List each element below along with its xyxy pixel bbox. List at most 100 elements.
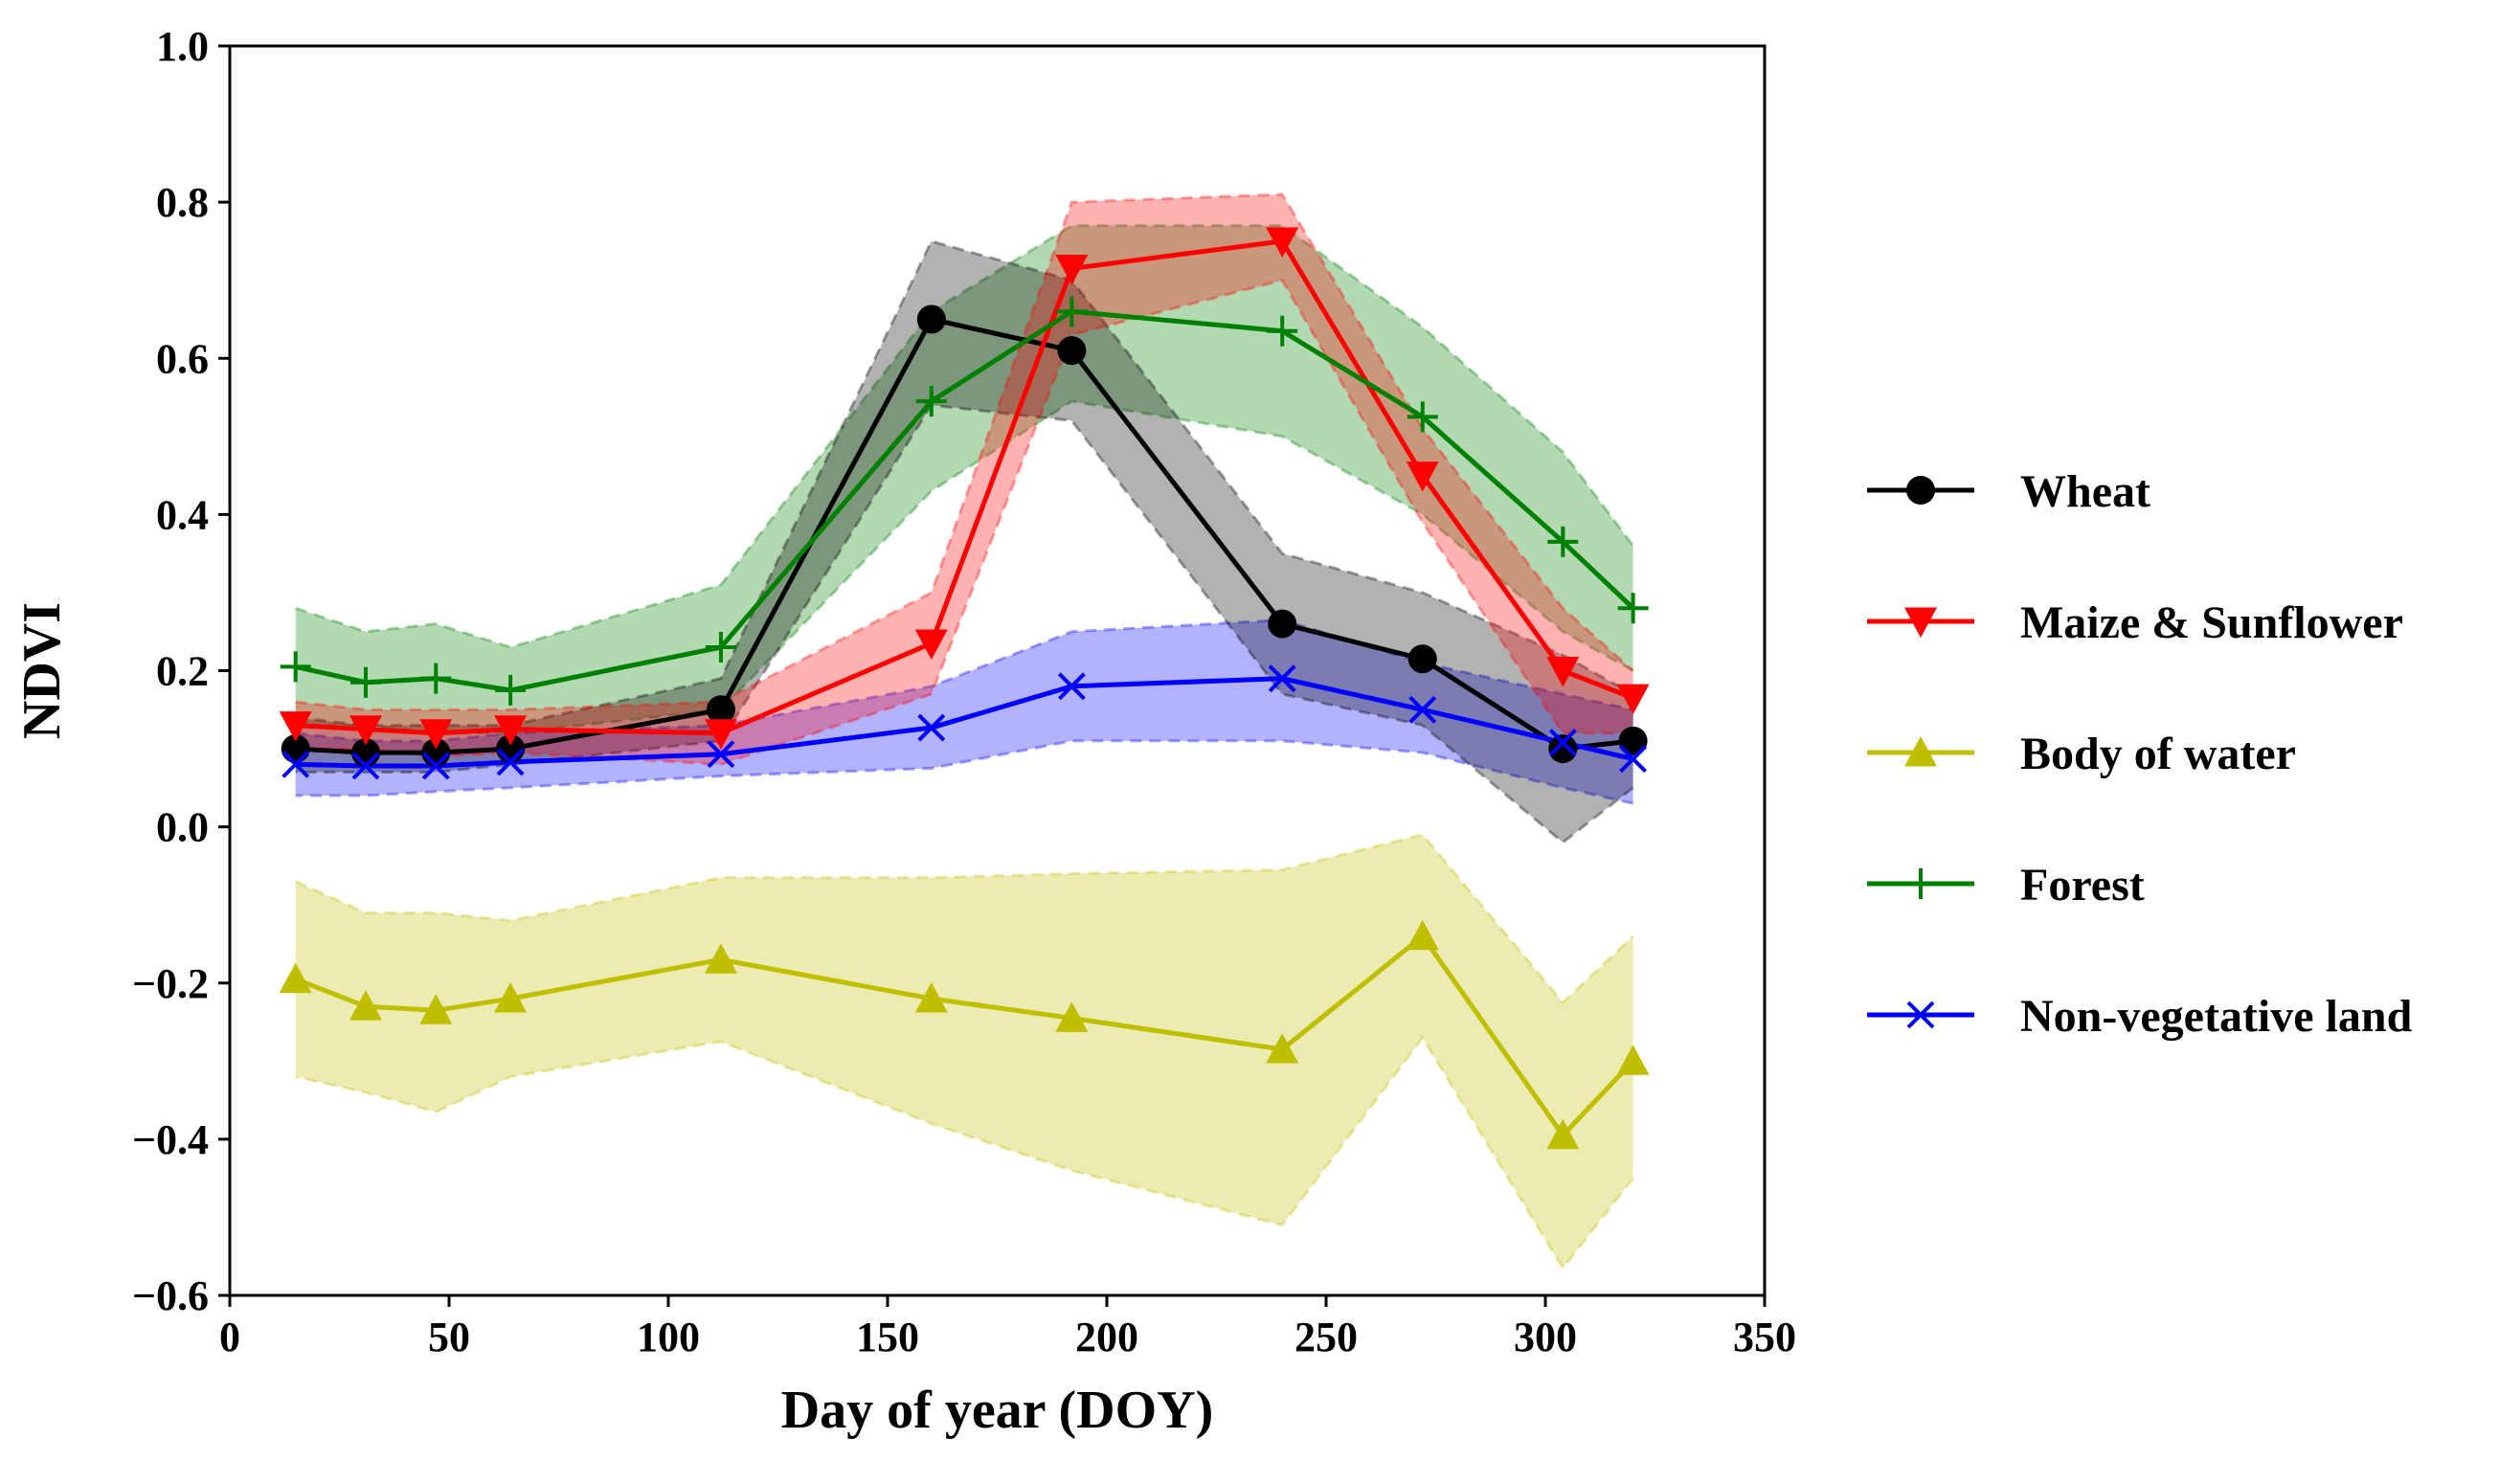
y-tick-label: 0.6 — [156, 335, 209, 382]
point-wheat — [916, 304, 946, 334]
point-maize-sunflower — [1266, 227, 1299, 258]
x-tick-label: 350 — [1733, 1314, 1796, 1360]
band-lower-edge — [295, 278, 1633, 766]
point-maize-sunflower — [1546, 657, 1580, 687]
y-tick-label: 0.4 — [156, 491, 209, 538]
legend-label: Forest — [2020, 860, 2145, 911]
point-non-vegetative-land — [1619, 745, 1648, 774]
x-tick-label: 250 — [1295, 1314, 1358, 1360]
point-non-vegetative-land — [1268, 664, 1296, 693]
band-body-of-water — [295, 834, 1633, 1269]
point-maize-sunflower — [914, 629, 948, 660]
legend-item-non-vegetative-land: Non-vegetative land — [1867, 991, 2413, 1042]
point-forest — [705, 632, 736, 663]
band-lower-edge — [295, 1035, 1634, 1271]
y-tick-label: −0.4 — [132, 1116, 209, 1163]
point-maize-sunflower — [494, 715, 528, 746]
point-maize-sunflower — [1616, 684, 1650, 715]
legend-item-body-of-water: Body of water — [1867, 729, 2296, 779]
point-wheat — [1407, 644, 1437, 674]
point-body-of-water — [1616, 1045, 1650, 1075]
point-body-of-water — [1406, 919, 1439, 951]
point-forest — [1267, 315, 1298, 347]
x-tick-label: 100 — [637, 1314, 700, 1360]
y-tick-label: 0.2 — [156, 648, 209, 695]
x-tick-label: 300 — [1514, 1314, 1577, 1360]
x-tick-label: 0 — [219, 1314, 240, 1360]
legend-marker — [1904, 736, 1937, 767]
x-axis-ticks: 0 50 100 150 200 250 300 350 — [219, 1295, 1796, 1360]
point-maize-sunflower — [1406, 461, 1439, 492]
legend: Wheat Maize & Sunflower Body of water Fores… — [1867, 466, 2413, 1042]
legend-item-forest: Forest — [1867, 860, 2145, 911]
band-wheat — [295, 240, 1633, 843]
x-tick-label: 50 — [428, 1314, 470, 1360]
point-body-of-water — [494, 982, 528, 1013]
point-body-of-water — [419, 994, 453, 1024]
band-forest — [295, 225, 1633, 733]
point-non-vegetative-land — [1408, 695, 1437, 724]
point-body-of-water — [914, 982, 948, 1013]
y-tick-label: 1.0 — [156, 23, 209, 70]
point-body-of-water — [349, 990, 382, 1021]
legend-marker — [1906, 1001, 1935, 1029]
y-tick-label: −0.2 — [132, 960, 209, 1007]
y-axis-title: NDVI — [12, 602, 72, 739]
legend-item-maize-sunflower: Maize & Sunflower — [1867, 597, 2403, 648]
legend-label: Maize & Sunflower — [2020, 597, 2403, 648]
band-upper-edge — [295, 618, 1633, 743]
point-forest — [1547, 526, 1579, 557]
point-wheat — [1268, 609, 1297, 639]
legend-label: Body of water — [2020, 729, 2296, 779]
point-maize-sunflower — [704, 719, 737, 750]
legend-label: Non-vegetative land — [2020, 991, 2413, 1042]
x-tick-label: 200 — [1075, 1314, 1138, 1360]
point-non-vegetative-land — [496, 748, 525, 776]
point-non-vegetative-land — [281, 750, 310, 778]
point-non-vegetative-land — [1548, 729, 1577, 756]
point-maize-sunflower — [419, 719, 453, 750]
legend-marker — [1904, 607, 1937, 638]
legend-marker — [1906, 476, 1935, 505]
band-lower-edge — [295, 739, 1633, 805]
point-non-vegetative-land — [351, 752, 380, 780]
point-maize-sunflower — [349, 715, 382, 746]
point-body-of-water — [1055, 1001, 1089, 1032]
point-body-of-water — [279, 962, 312, 994]
point-forest — [1617, 593, 1649, 624]
point-forest — [420, 663, 452, 694]
point-non-vegetative-land — [707, 740, 735, 769]
point-wheat — [1618, 726, 1648, 755]
point-body-of-water — [1266, 1033, 1299, 1064]
point-maize-sunflower — [279, 711, 312, 742]
x-axis-title: Day of year (DOY) — [781, 1381, 1214, 1440]
y-tick-label: 0.8 — [156, 179, 209, 226]
point-non-vegetative-land — [917, 713, 946, 742]
point-wheat — [1057, 336, 1087, 366]
y-tick-label: −0.6 — [132, 1272, 209, 1319]
point-body-of-water — [704, 943, 737, 974]
point-forest — [280, 651, 311, 683]
point-forest — [1407, 401, 1438, 433]
point-body-of-water — [1546, 1118, 1580, 1150]
point-non-vegetative-land — [1057, 672, 1086, 701]
point-wheat — [1548, 734, 1578, 764]
legend-marker — [1905, 868, 1936, 899]
y-axis-ticks: −0.6 −0.4 −0.2 0.0 0.2 0.4 0.6 0.8 1.0 — [132, 23, 230, 1319]
point-forest — [915, 386, 947, 417]
point-non-vegetative-land — [421, 752, 450, 780]
y-tick-label: 0.0 — [156, 804, 209, 851]
point-forest — [349, 666, 381, 698]
x-tick-label: 150 — [856, 1314, 919, 1360]
band-upper-edge — [295, 192, 1634, 711]
band-upper-edge — [295, 239, 1634, 728]
legend-label: Wheat — [2020, 466, 2150, 517]
series-markers — [279, 227, 1650, 1150]
point-forest — [495, 674, 527, 706]
point-wheat — [706, 695, 735, 725]
point-forest — [1056, 296, 1088, 327]
point-maize-sunflower — [1055, 255, 1089, 285]
band-upper-edge — [295, 833, 1634, 1005]
legend-item-wheat: Wheat — [1867, 466, 2150, 517]
